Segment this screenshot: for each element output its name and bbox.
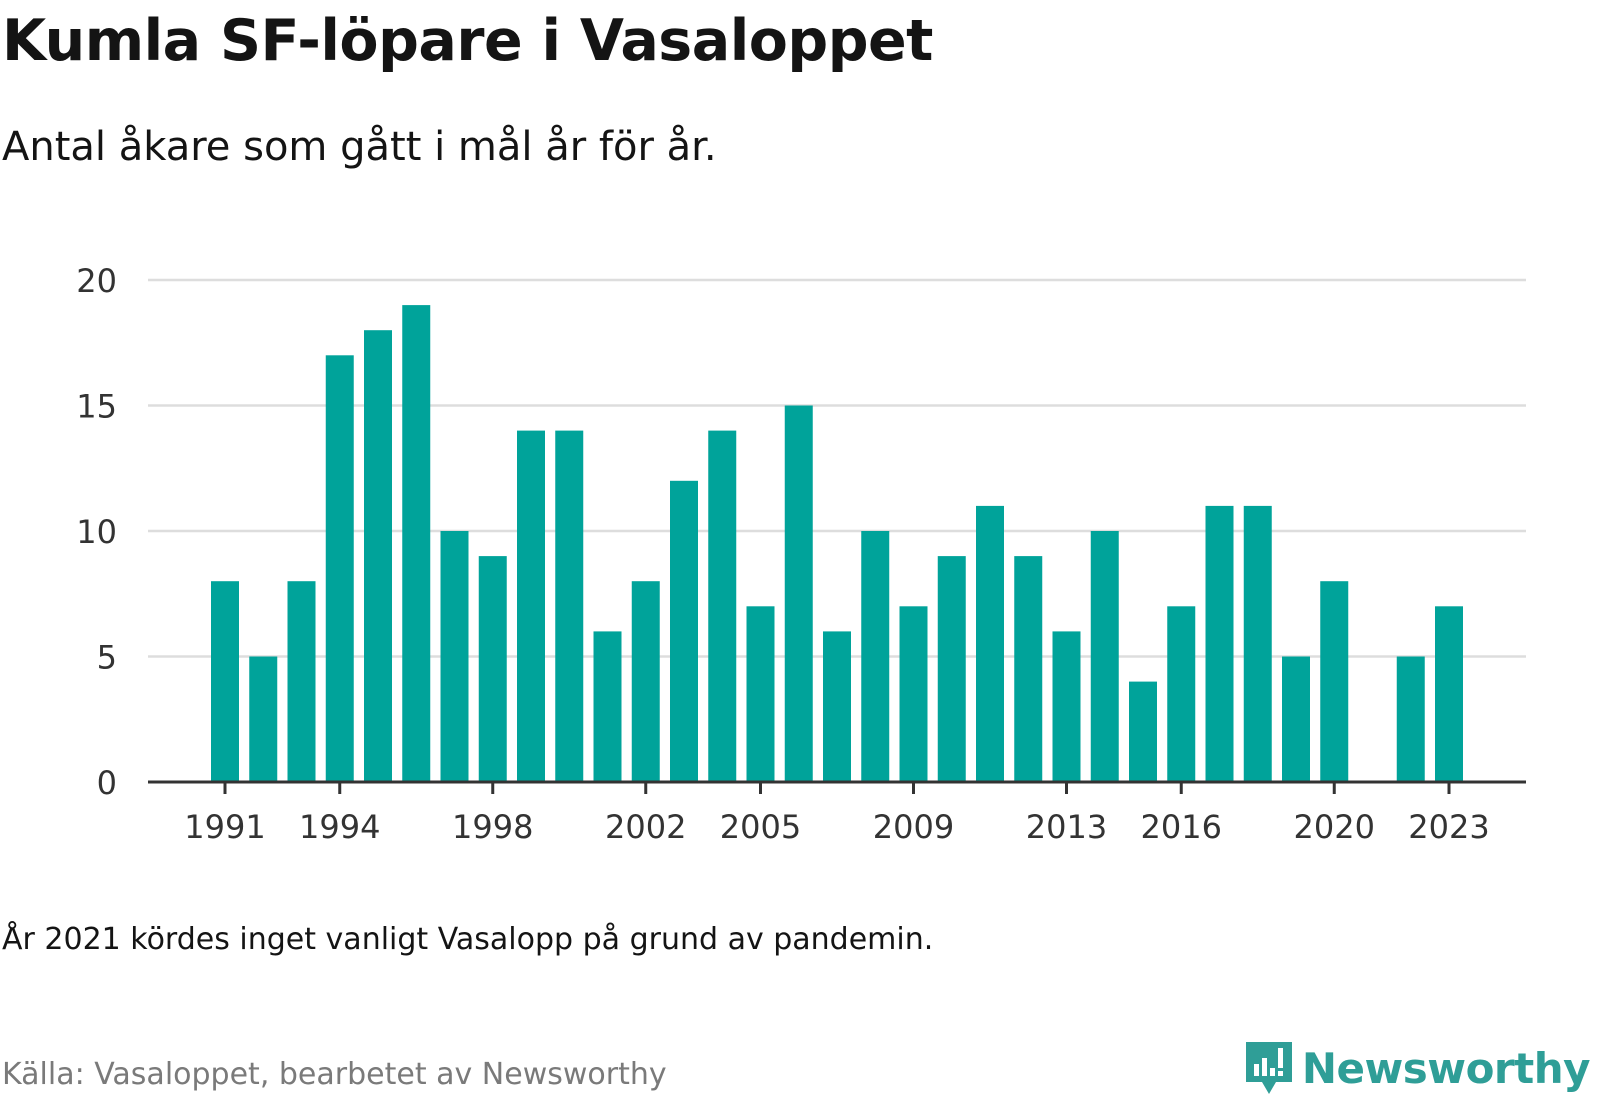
y-axis-labels: 0 5 10 15 20 <box>76 262 117 802</box>
bar-2022 <box>1396 656 1425 782</box>
bar-1993 <box>287 581 316 782</box>
bar-2010 <box>937 556 966 782</box>
bar-2017 <box>1205 505 1234 782</box>
y-tick-label: 5 <box>97 639 117 677</box>
bar-2003 <box>670 480 698 782</box>
x-axis-labels: 1991 1994 1998 2002 2005 2009 2013 2016 2020 2023 <box>184 808 1489 846</box>
x-tick-label: 2020 <box>1294 808 1375 846</box>
bar-2000 <box>555 430 584 782</box>
bar-2018 <box>1243 505 1272 782</box>
brand-name: Newsworthy <box>1301 1043 1591 1093</box>
bar-2015 <box>1129 681 1157 782</box>
bar-2013 <box>1052 631 1081 782</box>
x-tick-label: 1994 <box>299 808 380 846</box>
chart-title: Kumla SF-löpare i Vasaloppet <box>2 8 933 74</box>
x-axis <box>148 780 1526 794</box>
bar-2007 <box>823 631 851 782</box>
bar-1996 <box>402 305 431 782</box>
x-tick-label: 2005 <box>720 808 801 846</box>
bars <box>211 305 1463 782</box>
source-credit: Källa: Vasaloppet, bearbetet av Newswort… <box>2 1057 667 1092</box>
bar-1998 <box>478 556 507 782</box>
x-tick-label: 1998 <box>452 808 533 846</box>
bar-1991 <box>211 581 239 782</box>
bar-2001 <box>593 631 622 782</box>
bar-chart-speech-bubble-icon <box>1245 1042 1292 1094</box>
x-tick-label: 2013 <box>1026 808 1107 846</box>
x-tick-label: 2002 <box>605 808 686 846</box>
x-tick-label: 2009 <box>873 808 954 846</box>
bar-1999 <box>517 430 545 782</box>
bar-2023 <box>1435 606 1463 782</box>
x-tick-label: 2016 <box>1141 808 1222 846</box>
bar-2002 <box>631 581 660 782</box>
chart-note: År 2021 kördes inget vanligt Vasalopp på… <box>2 922 934 957</box>
bar-chart: 0 5 10 15 20 1991 1994 1998 2002 2005 2009 2013 201… <box>76 262 1526 846</box>
bar-1997 <box>440 531 469 782</box>
y-tick-label: 0 <box>97 764 117 802</box>
bar-2005 <box>746 606 775 782</box>
bar-2006 <box>784 405 813 782</box>
y-tick-label: 20 <box>76 262 117 300</box>
bar-2008 <box>861 531 890 782</box>
y-tick-label: 15 <box>76 388 117 426</box>
bar-1994 <box>325 355 354 782</box>
bar-2020 <box>1320 581 1349 782</box>
bar-2014 <box>1090 531 1119 782</box>
bar-2012 <box>1014 556 1043 782</box>
bar-2004 <box>708 430 737 782</box>
bar-2016 <box>1167 606 1196 782</box>
gridlines <box>148 278 1526 658</box>
x-tick-label: 2023 <box>1408 808 1489 846</box>
bar-2019 <box>1282 656 1310 782</box>
bar-1992 <box>249 656 278 782</box>
chart-subtitle: Antal åkare som gått i mål år för år. <box>2 124 717 170</box>
bar-2011 <box>976 505 1004 782</box>
bar-1995 <box>364 330 392 782</box>
bar-2009 <box>899 606 928 782</box>
brand-logo: Newsworthy <box>1244 1040 1591 1096</box>
y-tick-label: 10 <box>76 513 117 551</box>
x-tick-label: 1991 <box>184 808 265 846</box>
